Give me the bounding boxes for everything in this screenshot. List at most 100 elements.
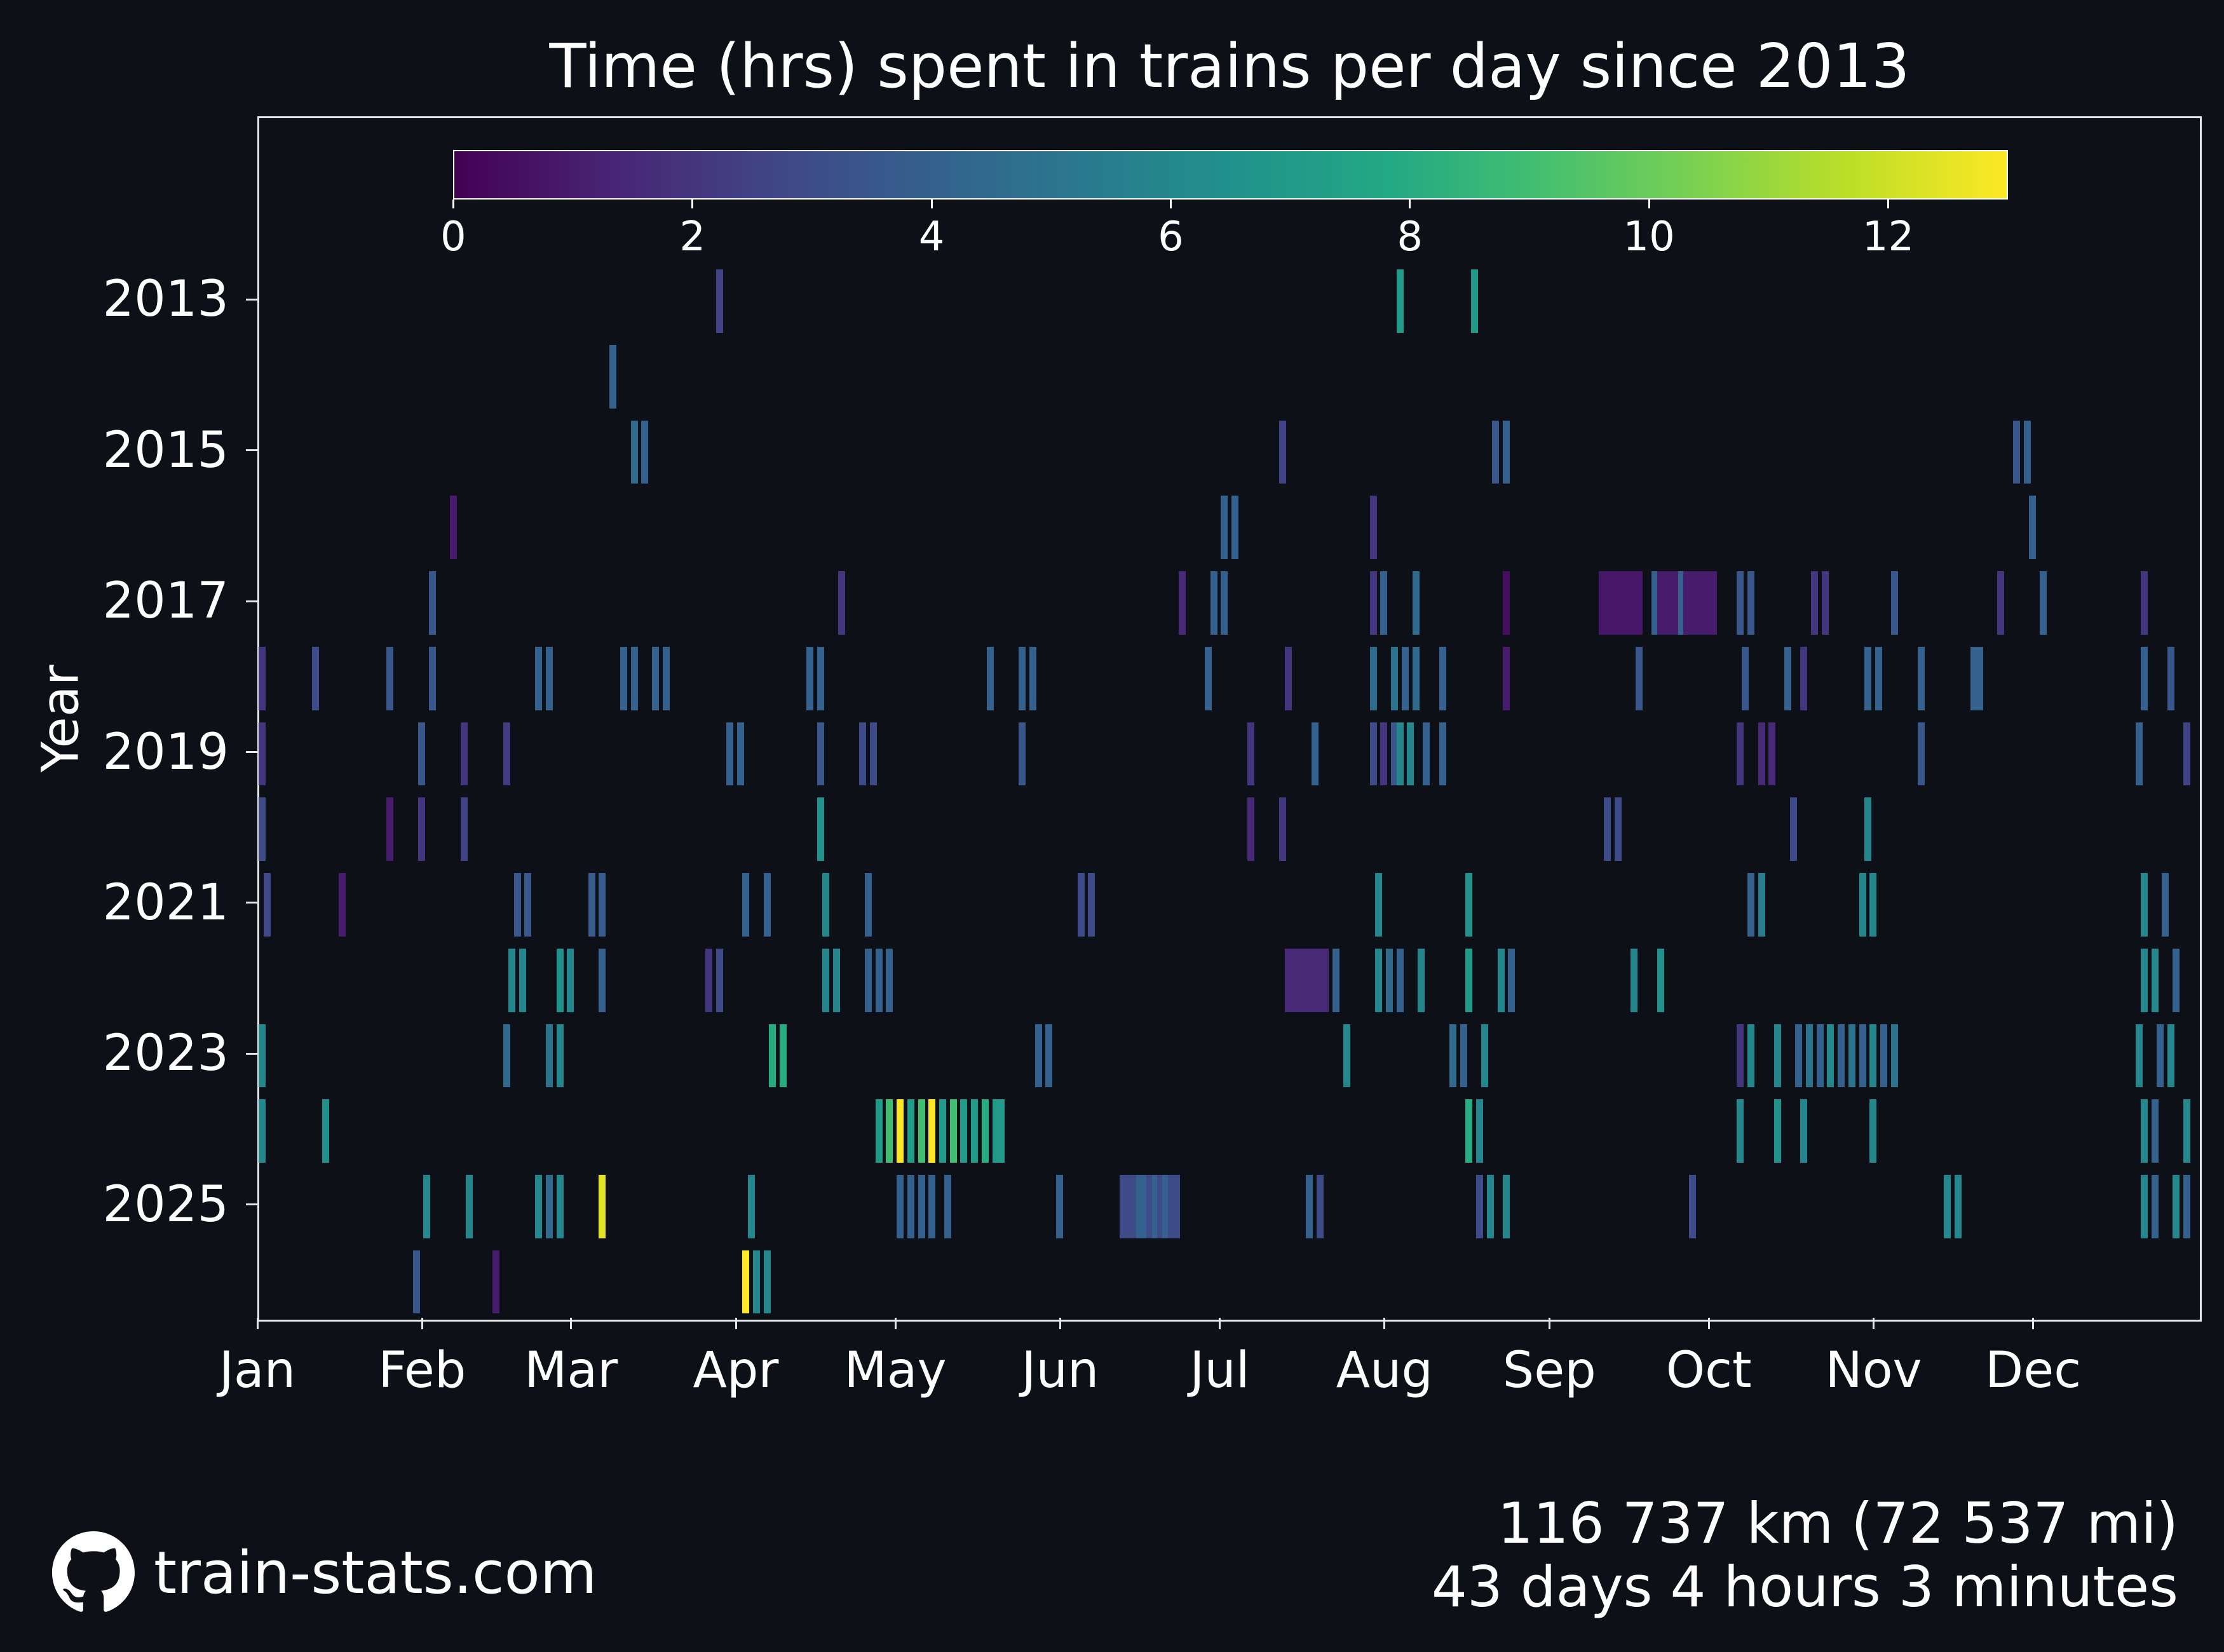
heatmap-cell xyxy=(259,1099,266,1163)
colorbar-tick-label: 6 xyxy=(1158,213,1184,261)
heatmap-cell xyxy=(859,722,867,786)
heatmap-cell xyxy=(609,345,617,409)
heatmap-cell xyxy=(817,797,824,862)
heatmap-cell xyxy=(1221,571,1228,635)
heatmap-cell xyxy=(1465,873,1473,937)
heatmap-cell xyxy=(1699,571,1707,635)
heatmap-cell xyxy=(1412,646,1420,710)
heatmap-cell xyxy=(503,1024,510,1088)
heatmap-cell xyxy=(1019,722,1026,786)
colorbar-tick xyxy=(1887,200,1889,208)
heatmap-cell xyxy=(2151,1175,2159,1238)
x-tick-label: Oct xyxy=(1665,1342,1752,1399)
heatmap-cell xyxy=(875,1099,883,1163)
heatmap-cell xyxy=(535,646,543,710)
y-tick-label: 2025 xyxy=(102,1175,229,1233)
heatmap-cell xyxy=(918,1099,925,1163)
heatmap-cell xyxy=(897,1175,904,1238)
heatmap-cell xyxy=(1136,1175,1143,1238)
heatmap-cell xyxy=(259,646,266,710)
heatmap-cell xyxy=(1917,722,1925,786)
heatmap-cell xyxy=(545,1024,553,1088)
heatmap-cell xyxy=(1651,571,1659,635)
heatmap-cell xyxy=(423,1175,431,1238)
heatmap-cell xyxy=(1955,1175,1962,1238)
heatmap-cell xyxy=(1157,1175,1165,1238)
heatmap-cell xyxy=(1508,948,1515,1012)
stats-summary: 116 737 km (72 537 mi) 43 days 4 hours 3… xyxy=(1432,1492,2178,1619)
heatmap-cell xyxy=(1688,571,1696,635)
heatmap-cell xyxy=(599,1175,606,1238)
heatmap-cell xyxy=(503,722,510,786)
heatmap-cell xyxy=(1460,1024,1467,1088)
brand-text: train-stats.com xyxy=(154,1538,597,1607)
heatmap-cell xyxy=(1821,571,1829,635)
heatmap-cell xyxy=(556,948,564,1012)
heatmap-cell xyxy=(1210,571,1217,635)
heatmap-cell xyxy=(513,873,521,937)
heatmap-cell xyxy=(567,948,574,1012)
heatmap-cell xyxy=(1306,1175,1313,1238)
heatmap-cell xyxy=(2140,948,2148,1012)
heatmap-cell xyxy=(1130,1175,1138,1238)
heatmap-cell xyxy=(1056,1175,1064,1238)
heatmap-cell xyxy=(1869,873,1877,937)
x-tick-label: Dec xyxy=(1985,1342,2082,1399)
heatmap-cell xyxy=(2140,1099,2148,1163)
heatmap-cell xyxy=(1125,1175,1132,1238)
heatmap-cell xyxy=(992,1099,1000,1163)
heatmap-cell xyxy=(1279,420,1287,484)
x-tick-mark xyxy=(256,1318,259,1329)
heatmap-cell xyxy=(386,797,393,862)
heatmap-cell xyxy=(1391,722,1399,786)
x-tick-mark xyxy=(1059,1318,1061,1329)
heatmap-cell xyxy=(1088,873,1095,937)
heatmap-cell xyxy=(1162,1175,1170,1238)
x-tick-mark xyxy=(1873,1318,1875,1329)
colorbar-tick xyxy=(930,200,933,208)
heatmap-cell xyxy=(1710,571,1718,635)
y-tick-mark xyxy=(246,1052,257,1055)
heatmap-cell xyxy=(418,797,425,862)
heatmap-cell xyxy=(1284,646,1292,710)
heatmap-cell xyxy=(1120,1175,1127,1238)
x-tick-mark xyxy=(1218,1318,1221,1329)
heatmap-cell xyxy=(907,1099,914,1163)
heatmap-cell xyxy=(949,1099,957,1163)
x-tick-label: Aug xyxy=(1336,1342,1433,1399)
y-tick-label: 2019 xyxy=(102,723,229,781)
heatmap-cell xyxy=(1396,948,1404,1012)
x-tick-label: Nov xyxy=(1825,1342,1922,1399)
github-icon xyxy=(52,1531,135,1612)
heatmap-cell xyxy=(1178,571,1186,635)
heatmap-cell xyxy=(1380,722,1388,786)
y-tick-mark xyxy=(246,449,257,452)
heatmap-cell xyxy=(1970,646,1978,710)
x-tick-mark xyxy=(735,1318,737,1329)
heatmap-cell xyxy=(1492,420,1500,484)
heatmap-cell xyxy=(1795,1024,1803,1088)
heatmap-cell xyxy=(1636,571,1643,635)
heatmap-cell xyxy=(652,646,660,710)
heatmap-cell xyxy=(1827,1024,1834,1088)
heatmap-cell xyxy=(838,571,846,635)
y-tick-mark xyxy=(246,298,257,301)
heatmap-cell xyxy=(1375,948,1383,1012)
heatmap-cell xyxy=(705,948,712,1012)
heatmap-cell xyxy=(519,948,526,1012)
heatmap-cell xyxy=(1811,571,1819,635)
heatmap-cell xyxy=(1369,646,1377,710)
heatmap-cell xyxy=(1869,1024,1877,1088)
heatmap-cell xyxy=(753,1250,761,1314)
heatmap-cell xyxy=(322,1099,330,1163)
heatmap-cell xyxy=(870,722,878,786)
heatmap-cell xyxy=(763,873,771,937)
heatmap-cell xyxy=(1476,1175,1484,1238)
heatmap-cell xyxy=(715,948,723,1012)
heatmap-cell xyxy=(1869,1099,1877,1163)
heatmap-cell xyxy=(1890,571,1898,635)
heatmap-cell xyxy=(2162,873,2169,937)
heatmap-cell xyxy=(1332,948,1340,1012)
heatmap-cell xyxy=(1465,948,1473,1012)
heatmap-cell xyxy=(960,1099,968,1163)
